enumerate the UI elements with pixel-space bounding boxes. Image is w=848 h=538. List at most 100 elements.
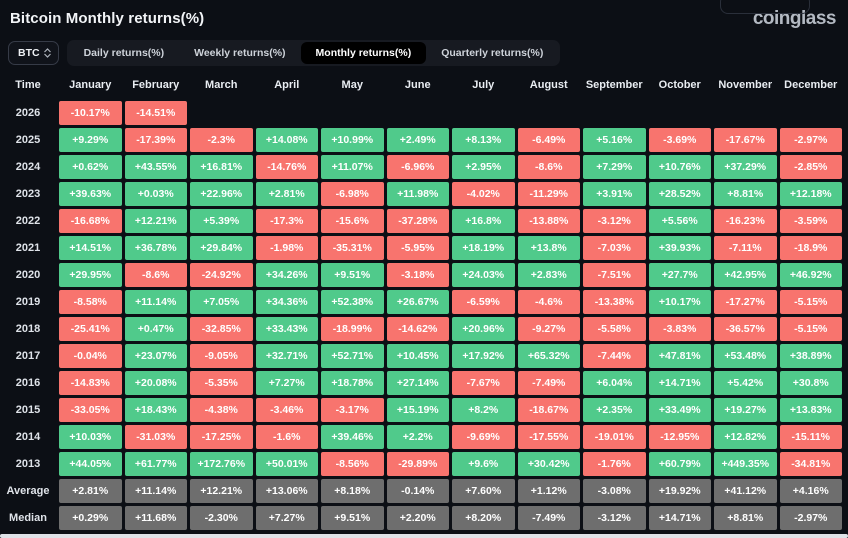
return-cell: +7.29%	[583, 155, 646, 179]
return-cell: +12.21%	[124, 209, 187, 233]
return-cell: -4.02%	[452, 182, 515, 206]
column-header: April	[274, 79, 300, 91]
table-body: 2026 -10.17% -14.51% 2025 +9.29% -17.39% -2.3%…	[0, 101, 842, 530]
empty-cell	[714, 101, 777, 125]
return-cell: -3.18%	[386, 263, 449, 287]
return-cell: +12.18%	[779, 182, 842, 206]
cutoff-button-outline	[720, 0, 810, 14]
return-cell: -24.92%	[190, 263, 253, 287]
return-cell: -5.95%	[386, 236, 449, 260]
return-cell: -2.85%	[779, 155, 842, 179]
table-row: 2021 +14.51% +36.78% +29.84% -1.98% -35.31% -5…	[0, 236, 842, 260]
return-cell: +52.71%	[321, 344, 384, 368]
return-cell: +17.92%	[452, 344, 515, 368]
return-cell: -18.67%	[517, 398, 580, 422]
return-cell: -8.6%	[124, 263, 187, 287]
return-cell: -3.46%	[255, 398, 318, 422]
row-label: 2013	[15, 458, 41, 470]
return-cell: +8.20%	[452, 506, 515, 530]
tab-monthly[interactable]: Monthly returns(%)	[300, 42, 427, 64]
return-cell: +9.6%	[452, 452, 515, 476]
tab-weekly[interactable]: Weekly returns(%)	[179, 42, 300, 64]
return-cell: +8.13%	[452, 128, 515, 152]
return-cell: +39.93%	[648, 236, 711, 260]
coin-selector[interactable]: BTC	[8, 41, 59, 65]
page-title: Bitcoin Monthly returns(%)	[10, 10, 205, 27]
return-cell: +39.46%	[321, 425, 384, 449]
return-cell: +18.78%	[321, 371, 384, 395]
return-cell: +10.45%	[386, 344, 449, 368]
return-cell: -35.31%	[321, 236, 384, 260]
row-label: 2017	[15, 350, 41, 362]
return-cell: +16.81%	[190, 155, 253, 179]
logo-wrap: coinglass	[720, 0, 838, 30]
returns-table: Time January February March April May June July…	[0, 72, 848, 530]
return-cell: +6.04%	[583, 371, 646, 395]
controls-row: BTC Daily returns(%) Weekly returns(%) Mon…	[8, 40, 848, 66]
return-cell: -3.69%	[648, 128, 711, 152]
return-cell: +43.55%	[124, 155, 187, 179]
return-cell: -1.76%	[583, 452, 646, 476]
return-cell: +20.08%	[124, 371, 187, 395]
return-cell: -17.3%	[255, 209, 318, 233]
row-label: Average	[6, 485, 50, 497]
empty-cell	[649, 101, 712, 125]
return-cell: +5.56%	[648, 209, 711, 233]
horizontal-scrollbar[interactable]	[0, 534, 848, 538]
tab-quarterly[interactable]: Quarterly returns(%)	[426, 42, 558, 64]
return-cell: +10.17%	[648, 290, 711, 314]
return-cell: +36.78%	[124, 236, 187, 260]
return-cell: +33.49%	[648, 398, 711, 422]
empty-cell	[583, 101, 646, 125]
return-cell: +2.95%	[452, 155, 515, 179]
return-cell: -4.38%	[190, 398, 253, 422]
return-cell: -5.35%	[190, 371, 253, 395]
return-cell: +38.89%	[779, 344, 842, 368]
return-cell: +8.81%	[714, 506, 777, 530]
empty-cell	[387, 101, 450, 125]
return-cell: +22.96%	[190, 182, 253, 206]
return-cell: -17.55%	[517, 425, 580, 449]
table-row: 2024 +0.62% +43.55% +16.81% -14.76% +11.07% -6…	[0, 155, 842, 179]
empty-cell	[190, 101, 253, 125]
return-cell: -13.38%	[583, 290, 646, 314]
return-cell: -10.17%	[59, 101, 122, 125]
return-cell: +34.26%	[255, 263, 318, 287]
return-cell: -9.05%	[190, 344, 253, 368]
return-cell: +37.29%	[714, 155, 777, 179]
empty-cell	[452, 101, 515, 125]
return-cell: -5.58%	[583, 317, 646, 341]
return-cell: +30.42%	[517, 452, 580, 476]
tab-daily[interactable]: Daily returns(%)	[69, 42, 180, 64]
table-row: 2017 -0.04% +23.07% -9.05% +32.71% +52.71% +10…	[0, 344, 842, 368]
return-cell: +8.2%	[452, 398, 515, 422]
row-label: 2022	[15, 215, 41, 227]
return-cell: -15.6%	[321, 209, 384, 233]
return-cell: +13.06%	[255, 479, 318, 503]
return-cell: +27.7%	[648, 263, 711, 287]
return-cell: +2.81%	[255, 182, 318, 206]
return-cell: +18.43%	[124, 398, 187, 422]
row-label: Median	[9, 512, 47, 524]
row-label: 2025	[15, 134, 41, 146]
return-cell: +14.51%	[59, 236, 122, 260]
table-row: 2026 -10.17% -14.51%	[0, 101, 842, 125]
row-label: 2023	[15, 188, 41, 200]
column-header: November	[718, 79, 773, 91]
return-cell: +15.19%	[386, 398, 449, 422]
table-row: 2015 -33.05% +18.43% -4.38% -3.46% -3.17% +15.…	[0, 398, 842, 422]
row-label: 2021	[15, 242, 41, 254]
return-cell: +29.84%	[190, 236, 253, 260]
return-cell: -34.81%	[779, 452, 842, 476]
return-cell: -18.9%	[779, 236, 842, 260]
return-cell: -7.03%	[583, 236, 646, 260]
column-header: July	[472, 79, 495, 91]
return-cell: -9.69%	[452, 425, 515, 449]
return-cell: -1.6%	[255, 425, 318, 449]
top-bar: Bitcoin Monthly returns(%) coinglass	[0, 0, 848, 30]
table-row: 2020 +29.95% -8.6% -24.92% +34.26% +9.51% -3.1…	[0, 263, 842, 287]
return-cell: +26.67%	[386, 290, 449, 314]
return-cell: +11.14%	[124, 479, 187, 503]
return-cell: -19.01%	[583, 425, 646, 449]
